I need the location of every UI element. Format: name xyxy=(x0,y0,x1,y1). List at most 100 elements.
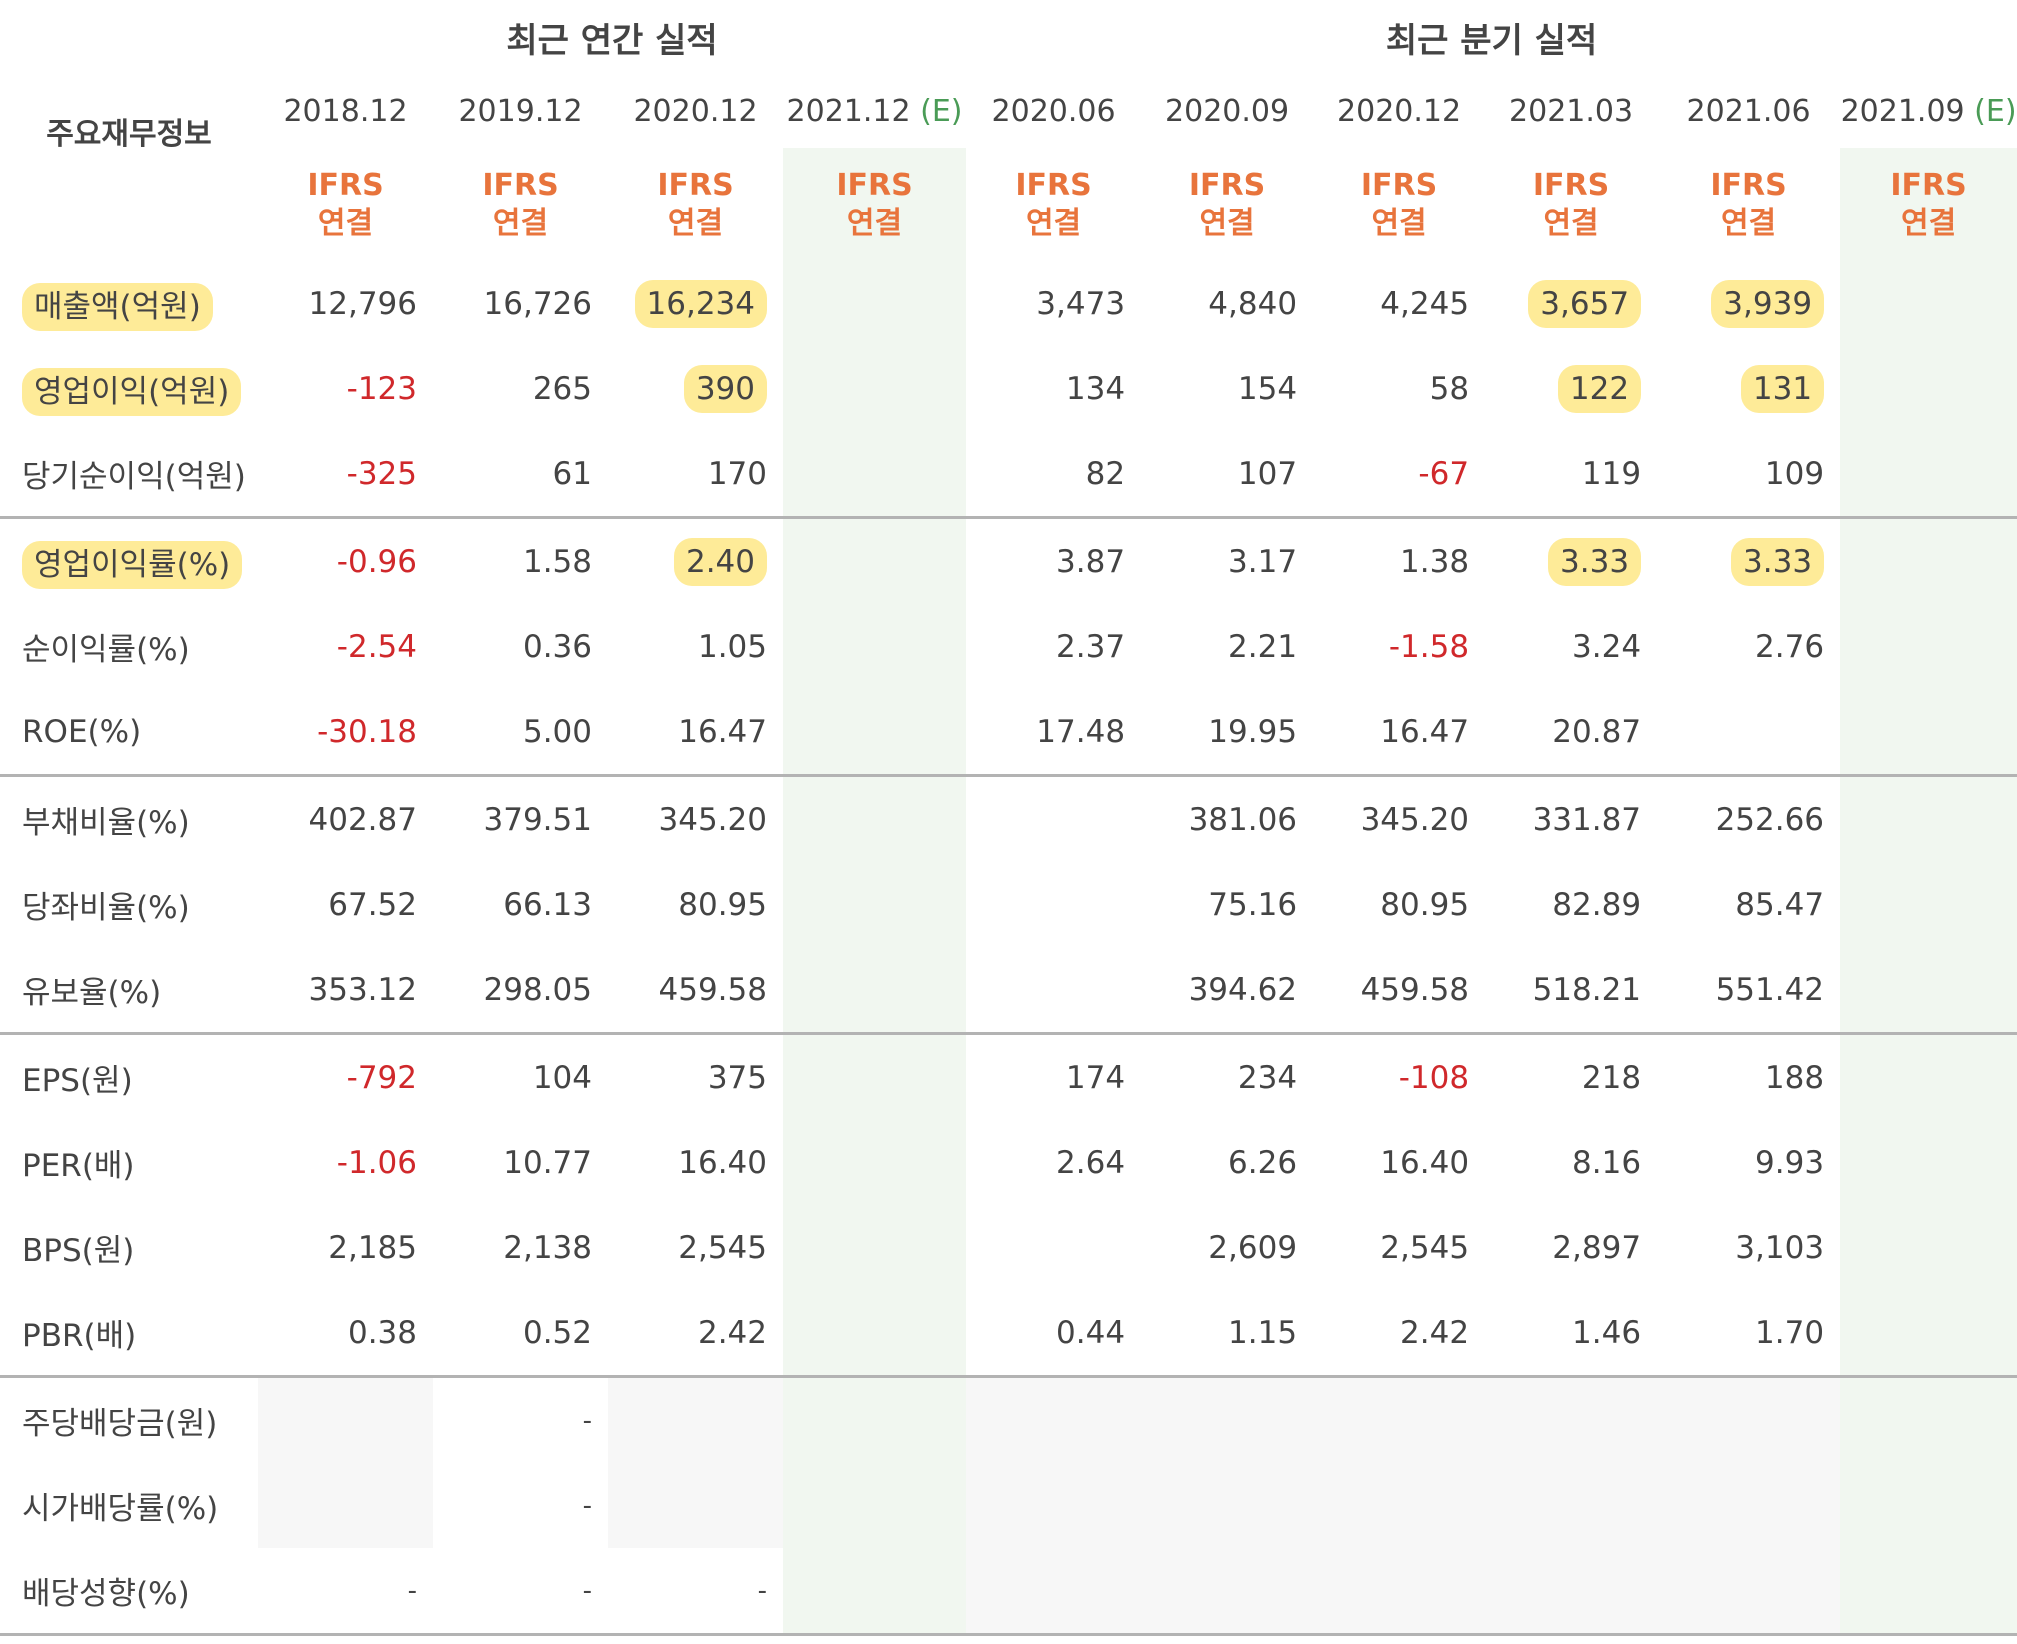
table-cell: 17.48 xyxy=(966,689,1142,777)
ifrs-consolidated-label: IFRS 연결 xyxy=(433,148,608,261)
table-cell: 2.42 xyxy=(608,1290,783,1378)
table-cell: 8.16 xyxy=(1572,1144,1642,1181)
consolidated-label: 연결 xyxy=(1900,205,1957,241)
table-cell: 10.77 xyxy=(503,1144,592,1181)
ifrs-consolidated-label: IFRS 연결 xyxy=(1485,148,1657,261)
table-cell xyxy=(1840,775,2017,862)
table-row: 매출액(억원) 12,796 16,726 16,234 3,473 4,840 4,245… xyxy=(0,261,2017,346)
table-cell: 0.36 xyxy=(522,628,592,665)
table-cell: 80.95 xyxy=(678,886,767,923)
ifrs-label: IFRS xyxy=(482,167,559,203)
ifrs-consolidated-label: IFRS 연결 xyxy=(1840,148,2017,261)
table-cell xyxy=(783,689,967,777)
row-label: 당좌비율(%) xyxy=(22,890,190,926)
consolidated-label: 연결 xyxy=(1371,205,1427,241)
highlighted-label: 매출액(억원) xyxy=(22,283,213,331)
table-cell: 379.51 xyxy=(483,801,592,838)
highlighted-label: 영업이익률(%) xyxy=(22,541,243,589)
row-label: 영업이익(억원) xyxy=(0,346,258,431)
ifrs-consolidated-label: IFRS 연결 xyxy=(1313,148,1485,261)
table-cell: 1.38 xyxy=(1400,543,1470,580)
consolidated-label: 연결 xyxy=(317,205,374,241)
table-row: 당기순이익(억원) -325 61 170 82 107 -67 119 109 xyxy=(0,431,2017,519)
table-cell xyxy=(1840,604,2017,689)
period-date: 2019.12 xyxy=(458,93,583,129)
quarterly-results-header: 최근 분기 실적 xyxy=(1385,20,1598,61)
table-cell: 0.44 xyxy=(966,1290,1142,1378)
period-header: 2021.12 (E) xyxy=(783,74,966,148)
table-cell xyxy=(783,1290,967,1378)
highlighted-value: 2.40 xyxy=(673,537,767,586)
ifrs-label: IFRS xyxy=(836,167,913,203)
consolidated-label: 연결 xyxy=(1543,205,1599,241)
table-cell: -325 xyxy=(258,431,433,519)
table-cell: 381.06 xyxy=(1188,801,1298,838)
table-cell xyxy=(1840,1376,2017,1463)
ifrs-consolidated-label: IFRS 연결 xyxy=(1141,148,1313,261)
ifrs-label: IFRS xyxy=(307,167,384,203)
table-cell: 518.21 xyxy=(1485,947,1658,1035)
highlighted-value: 3.33 xyxy=(1548,537,1642,586)
table-cell xyxy=(1840,1290,2017,1378)
period-header: 2021.06 xyxy=(1657,74,1840,148)
table-cell: 154 xyxy=(1237,370,1298,407)
table-cell: 82 xyxy=(966,431,1142,519)
period-date: 2021.03 xyxy=(1509,93,1634,129)
table-cell: 104 xyxy=(532,1059,592,1096)
highlighted-value: 3,657 xyxy=(1528,279,1642,328)
estimate-mark: (E) xyxy=(910,93,963,129)
table-cell: 1.46 xyxy=(1485,1290,1658,1378)
table-cell xyxy=(1485,1376,1658,1463)
table-cell: -1.58 xyxy=(1388,628,1470,665)
table-cell xyxy=(1141,1548,1314,1636)
table-cell xyxy=(1141,1463,1314,1548)
highlighted-value: 3.33 xyxy=(1731,537,1825,586)
period-date: 2021.06 xyxy=(1686,93,1811,129)
table-cell: 345.20 xyxy=(658,801,767,838)
ifrs-label: IFRS xyxy=(1710,167,1787,203)
table-row: 배당성향(%) - - - xyxy=(0,1548,2017,1636)
table-cell: - xyxy=(582,1405,592,1436)
table-cell: 4,245 xyxy=(1380,285,1470,322)
period-header: 2020.06 xyxy=(966,74,1141,148)
table-cell xyxy=(1840,689,2017,777)
table-cell: -30.18 xyxy=(258,689,433,777)
table-row: PER(배) -1.06 10.77 16.40 2.64 6.26 16.40 8.16 9.… xyxy=(0,1120,2017,1205)
period-date: 2020.06 xyxy=(991,93,1116,129)
table-cell: 131 xyxy=(1657,346,1840,431)
table-cell: 2.21 xyxy=(1228,628,1298,665)
table-cell xyxy=(783,346,967,431)
highlighted-value: 3,939 xyxy=(1711,279,1825,328)
ifrs-consolidated-label: IFRS 연결 xyxy=(1657,148,1840,261)
row-label: PER(배) xyxy=(22,1148,135,1184)
table-cell xyxy=(783,862,967,947)
table-cell: 20.87 xyxy=(1485,689,1658,777)
ifrs-label: IFRS xyxy=(1015,167,1092,203)
table-cell xyxy=(1657,1548,1841,1636)
table-cell: 551.42 xyxy=(1657,947,1841,1035)
row-label: 시가배당률(%) xyxy=(22,1491,219,1527)
table-row: PBR(배) 0.38 0.52 2.42 0.44 1.15 2.42 1.46 1.70 xyxy=(0,1290,2017,1378)
table-cell: 2.64 xyxy=(1056,1144,1126,1181)
table-cell: 9.93 xyxy=(1755,1144,1825,1181)
table-cell xyxy=(608,1376,783,1463)
consolidated-label: 연결 xyxy=(1199,205,1255,241)
table-cell: 4,840 xyxy=(1208,285,1298,322)
table-cell: 2,545 xyxy=(678,1229,767,1266)
ifrs-consolidated-label: IFRS 연결 xyxy=(966,148,1141,261)
table-cell xyxy=(258,1376,433,1463)
table-cell: 16.47 xyxy=(608,689,783,777)
table-cell: 394.62 xyxy=(1141,947,1314,1035)
table-cell: 3.24 xyxy=(1572,628,1642,665)
table-cell: 3,103 xyxy=(1735,1229,1825,1266)
table-cell xyxy=(783,431,967,519)
table-cell: 16.40 xyxy=(678,1144,767,1181)
table-cell: 252.66 xyxy=(1715,801,1825,838)
table-cell: 3.87 xyxy=(1056,543,1126,580)
table-cell: 0.52 xyxy=(433,1290,608,1378)
table-cell: 218 xyxy=(1581,1059,1642,1096)
table-cell: -67 xyxy=(1313,431,1486,519)
table-row: 영업이익(억원) -123 265 390 134 154 58 122 131 xyxy=(0,346,2017,431)
table-cell: 134 xyxy=(1065,370,1126,407)
table-cell: 107 xyxy=(1141,431,1314,519)
